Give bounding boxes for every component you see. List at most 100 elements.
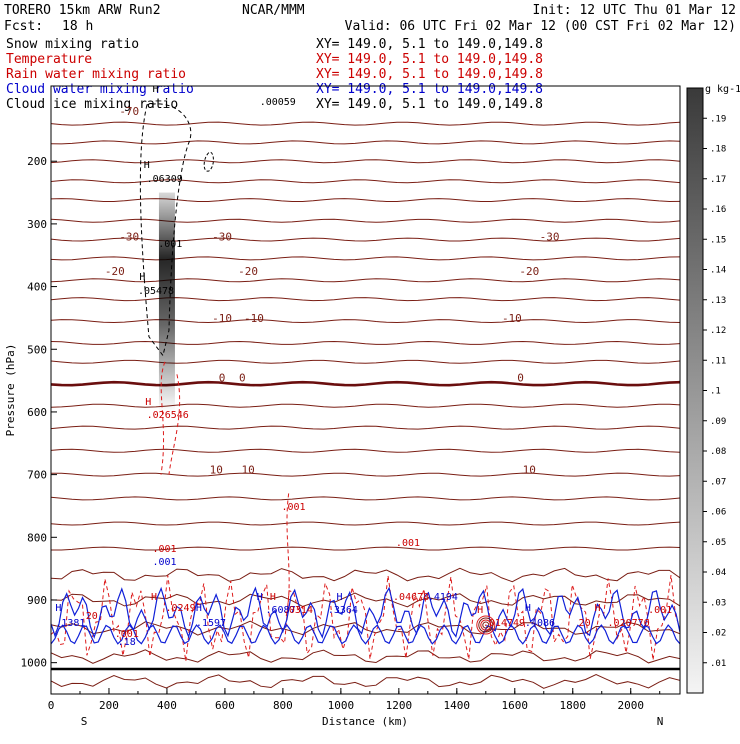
colorbar-tick-label: .06: [710, 508, 726, 518]
x-tick-label: 2000: [617, 699, 644, 712]
rain-contour-upper: [160, 361, 181, 475]
value-annotation: H: [55, 603, 61, 614]
annotations-layer: H .00059 H .06309 .001 H .05478 H .026546 .001 .00…: [55, 84, 672, 648]
value-annotation: .0314: [283, 605, 313, 616]
y-tick-label: 600: [27, 406, 47, 419]
x-end-right: N: [657, 715, 664, 728]
isotherm-label: 10: [241, 464, 254, 477]
contours-layer: [51, 103, 680, 662]
y-tick-label: 700: [27, 469, 47, 482]
colorbar-tick-label: .17: [710, 175, 726, 185]
value-annotation: H: [152, 84, 158, 95]
colorbar-ramp: [686, 87, 704, 694]
bullseye-ring: [476, 615, 496, 635]
x-tick-label: 1600: [502, 699, 529, 712]
value-annotation: .18: [118, 637, 136, 648]
isentrope-line: [51, 673, 680, 689]
isentrope-line: [51, 256, 680, 261]
isentrope-line: [51, 278, 680, 283]
value-annotation: H: [144, 160, 150, 171]
axes: 0 200 400 600 800 1000 1200 1400 1600 1800 2000200…: [21, 155, 661, 712]
value-annotation: H: [257, 592, 263, 603]
value-annotation: .001: [115, 629, 139, 640]
y-tick-label: 500: [27, 343, 47, 356]
isentrope-line: [51, 121, 680, 126]
x-tick-label: 600: [215, 699, 235, 712]
isotherm-label: 0: [517, 371, 524, 384]
legend-item-xy: XY= 149.0, 5.1 to 149.0,149.8: [316, 67, 543, 82]
isentrope-line: [51, 403, 680, 408]
colorbar-tick-label: .18: [710, 145, 726, 155]
x-tick-label: 1000: [328, 699, 355, 712]
value-annotation: H: [196, 603, 202, 614]
y-tick-label: 800: [27, 531, 47, 544]
colorbar-tick-label: .04: [710, 568, 726, 578]
legend-item-xy: XY= 149.0, 5.1 to 149.0,149.8: [316, 97, 543, 112]
value-annotation: .001: [396, 538, 420, 549]
isotherm-label: 0: [219, 371, 226, 384]
isotherm-label: 0: [239, 371, 246, 384]
isentrope-line: [51, 592, 680, 608]
plot-frame: [50, 85, 681, 695]
value-annotation: .001: [281, 502, 305, 513]
y-tick-label: 400: [27, 281, 47, 294]
x-tick-label: 1800: [560, 699, 587, 712]
legend-item-name: Rain water mixing ratio: [6, 67, 186, 82]
value-annotation: H: [145, 397, 151, 408]
x-tick-label: 0: [48, 699, 55, 712]
colorbar-unit: g kg-1: [705, 84, 740, 95]
isentrope-line: [51, 546, 680, 551]
colorbar-tick-label: .13: [710, 296, 726, 306]
isotherm-label: -20: [519, 265, 539, 278]
isotherm-label: -20: [105, 265, 125, 278]
x-tick-label: 1200: [386, 699, 413, 712]
isotherm-label: -30: [212, 230, 232, 243]
x-tick-label: 200: [99, 699, 119, 712]
valid-label: Valid: 06 UTC Fri 02 Mar 12 (00 CST Fri …: [345, 19, 736, 34]
isentrope-line: [51, 359, 680, 364]
colorbar-tick-label: .1: [710, 387, 721, 397]
y-tick-label: 1000: [21, 657, 48, 670]
value-annotation: .3364: [328, 605, 358, 616]
x-tick-label: 800: [273, 699, 293, 712]
cloud-water-contour: [51, 586, 680, 639]
colorbar-tick-label: .07: [710, 477, 726, 487]
isotherm-label: -10: [502, 312, 522, 325]
isentropes-layer: -70-30 -30 -30-20 -20 -20-10 -10 -100 0 010 10 10: [51, 105, 680, 689]
x-tick-label: 400: [157, 699, 177, 712]
isotherm-label: -20: [238, 265, 258, 278]
legend-item-xy: XY= 149.0, 5.1 to 149.0,149.8: [316, 52, 543, 67]
value-annotation: H: [337, 592, 343, 603]
value-annotation: .001: [152, 557, 176, 568]
isentrope-line: [51, 380, 680, 387]
value-annotation: .026546: [147, 410, 189, 421]
colorbar-tick-label: .16: [710, 205, 726, 215]
cloud-water-contour-base: [51, 624, 680, 645]
y-tick-label: 200: [27, 155, 47, 168]
isentrope-line: [51, 425, 680, 430]
value-annotation: .6087: [265, 605, 295, 616]
snow-column: [158, 192, 175, 412]
isotherm-label: 10: [210, 464, 223, 477]
value-annotation: .4086: [525, 618, 555, 629]
isentrope-line: [51, 218, 680, 223]
x-axis-label: Distance (km): [322, 715, 408, 728]
rain-plume: [285, 493, 290, 619]
colorbar-tick-label: .14: [710, 266, 726, 276]
init-label: Init: 12 UTC Thu 01 Mar 12: [533, 3, 737, 18]
value-annotation: .4194: [428, 592, 458, 603]
colorbar-tick-label: .11: [710, 356, 726, 366]
bullseye-ring: [478, 617, 494, 633]
value-annotation: H: [477, 605, 483, 616]
value-annotation: H: [151, 592, 157, 603]
isotherm-label: -10: [212, 312, 232, 325]
isentrope-line: [51, 179, 680, 184]
bullseye-ring: [480, 619, 492, 631]
isentrope-line: [51, 237, 680, 242]
org-label: NCAR/MMM: [242, 3, 305, 18]
y-tick-label: 900: [27, 594, 47, 607]
value-annotation: .1381: [55, 618, 85, 629]
value-annotation: .020776: [608, 618, 650, 629]
x-tick-label: 1400: [444, 699, 471, 712]
